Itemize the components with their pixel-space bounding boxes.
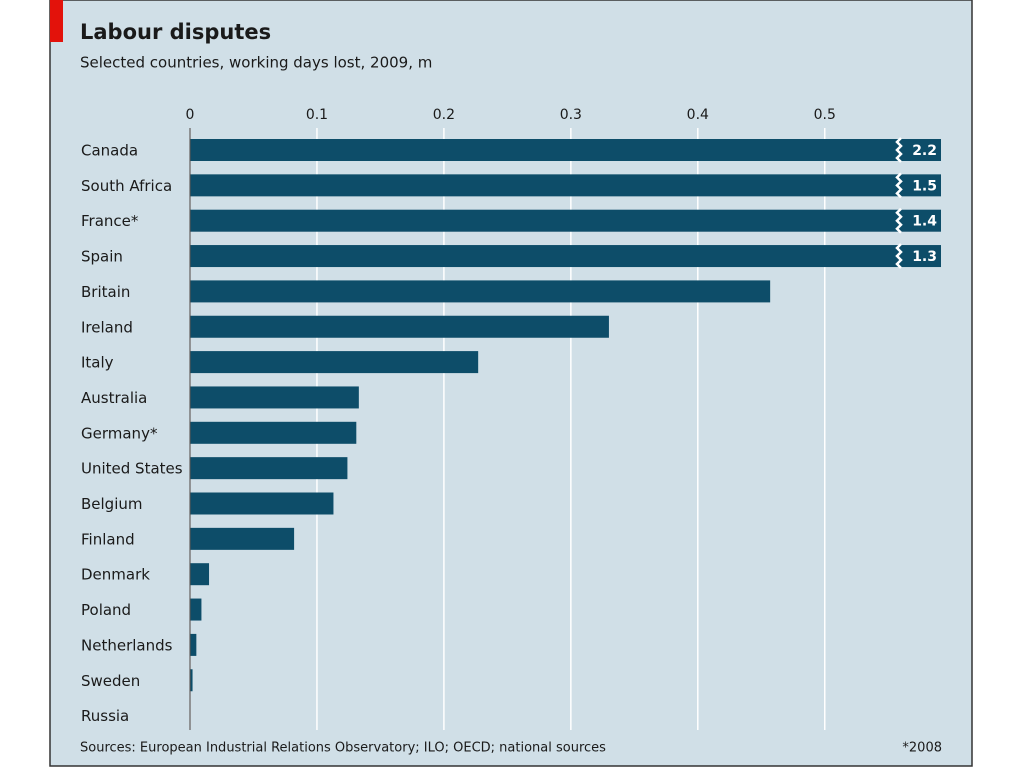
- y-tick-label: Italy: [81, 354, 114, 372]
- y-tick-label: South Africa: [81, 177, 172, 195]
- value-label: 1.4: [912, 214, 937, 230]
- bar: [190, 174, 941, 197]
- y-tick-label: France*: [81, 212, 139, 230]
- axis-break: [895, 172, 903, 199]
- y-tick-label: Canada: [81, 142, 138, 160]
- bar: [190, 527, 295, 550]
- y-tick-label: United States: [81, 460, 183, 478]
- axis-break: [895, 243, 903, 269]
- axis-break: [895, 207, 903, 234]
- y-tick-label: Belgium: [81, 495, 143, 513]
- y-tick-label: Ireland: [81, 318, 133, 336]
- bar: [190, 209, 941, 232]
- bar: [190, 669, 193, 692]
- bar: [190, 598, 202, 621]
- y-tick-label: Australia: [81, 389, 147, 407]
- bar: [190, 315, 609, 338]
- x-tick-label: 0.4: [687, 107, 709, 123]
- bar: [190, 245, 941, 268]
- red-tag: [50, 0, 63, 42]
- x-tick-label: 0.3: [560, 107, 582, 123]
- note: *2008: [902, 741, 942, 756]
- bar: [190, 139, 941, 161]
- bar: [190, 457, 348, 480]
- y-tick-label: Netherlands: [81, 636, 173, 654]
- bar: [190, 563, 210, 586]
- chart-subtitle: Selected countries, working days lost, 2…: [80, 54, 432, 72]
- bar: [190, 492, 334, 515]
- value-label: 1.3: [912, 249, 937, 265]
- value-label: 1.5: [912, 178, 937, 194]
- source: Sources: European Industrial Relations O…: [80, 741, 606, 756]
- axis-break: [895, 137, 903, 163]
- x-tick-label: 0.5: [814, 107, 836, 123]
- x-tick-label: 0: [186, 107, 195, 123]
- x-tick-label: 0.2: [433, 107, 455, 123]
- y-tick-label: Poland: [81, 601, 131, 619]
- x-tick-label: 0.1: [306, 107, 328, 123]
- y-tick-label: Britain: [81, 283, 130, 301]
- y-tick-label: Russia: [81, 707, 129, 725]
- bar: [190, 633, 197, 656]
- y-tick-label: Germany*: [81, 424, 158, 442]
- y-tick-label: Finland: [81, 530, 135, 548]
- chart-title: Labour disputes: [80, 20, 271, 44]
- y-tick-label: Spain: [81, 248, 123, 266]
- chart-background: [49, 0, 973, 767]
- bar: [190, 280, 771, 303]
- value-label: 2.2: [912, 143, 937, 159]
- y-tick-label: Denmark: [81, 566, 150, 584]
- bar: [190, 421, 357, 444]
- y-tick-label: Sweden: [81, 672, 140, 690]
- bar: [190, 386, 359, 409]
- bar: [190, 351, 479, 374]
